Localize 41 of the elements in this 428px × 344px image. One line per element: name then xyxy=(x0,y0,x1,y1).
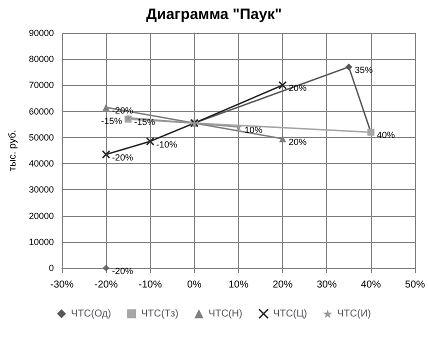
y-tick-label: 90000 xyxy=(28,28,54,38)
y-tick-label: 10000 xyxy=(28,236,54,247)
legend-label: ЧТС(Од) xyxy=(71,308,112,320)
point xyxy=(345,63,352,70)
chart-title: Диаграмма "Паук" xyxy=(146,6,282,23)
x-tick-label: -30% xyxy=(50,280,74,290)
y-tick-label: 40000 xyxy=(28,158,54,169)
annotation: 35% xyxy=(354,64,373,75)
x-tick-label: 50% xyxy=(404,280,426,290)
annotation: -20% xyxy=(112,266,134,276)
x-tick-label: -20% xyxy=(94,280,118,290)
legend-label: ЧТС(Тз) xyxy=(141,308,178,320)
y-tick-label: 70000 xyxy=(28,80,54,90)
x-tick-label: 0% xyxy=(187,280,202,290)
annotation: 10% xyxy=(244,125,262,135)
annotation: -15% xyxy=(101,116,122,126)
y-tick-label: 0 xyxy=(48,263,54,273)
y-tick-label: 60000 xyxy=(28,106,54,116)
annotation: -20% xyxy=(112,152,134,162)
y-axis-title: тыс. руб. xyxy=(8,130,18,172)
annotation: 20% xyxy=(288,83,307,94)
legend-label: ЧТС(Н) xyxy=(208,308,242,320)
x-tick-label: 30% xyxy=(316,280,337,290)
x-tick-label: -10% xyxy=(138,280,162,290)
y-tick-label: 20000 xyxy=(28,210,54,221)
annotation: -20% xyxy=(112,105,134,116)
x-tick-label: 40% xyxy=(360,280,381,290)
point xyxy=(146,137,154,146)
point xyxy=(278,80,287,90)
y-tick-label: 50000 xyxy=(28,132,54,142)
y-tick-label: 30000 xyxy=(28,184,54,195)
point xyxy=(102,150,110,159)
legend-label: ЧТС(И) xyxy=(337,308,371,320)
x-tick-label: 10% xyxy=(228,280,249,290)
annotation: 40% xyxy=(376,130,395,140)
annotation: 20% xyxy=(288,136,307,147)
x-tick-label: 20% xyxy=(272,280,293,290)
legend-label: ЧТС(Ц) xyxy=(273,308,308,320)
annotation: -10% xyxy=(156,139,178,150)
y-tick-label: 80000 xyxy=(28,54,54,64)
annotation: -15% xyxy=(134,117,156,128)
